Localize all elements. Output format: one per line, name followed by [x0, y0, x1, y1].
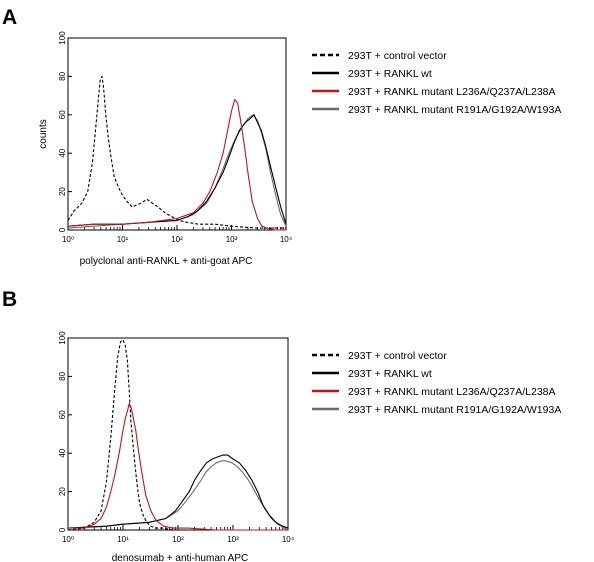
y-tick-label-b: 100 — [58, 331, 67, 345]
y-tick-label-b: 80 — [58, 371, 67, 380]
y-tick-label-b: 40 — [58, 448, 67, 457]
series-line-a-0 — [67, 75, 286, 229]
y-tick-label-a: 0 — [58, 227, 67, 232]
x-tick-label-a: 10³ — [226, 235, 238, 244]
y-tick-label-b: 60 — [58, 410, 67, 419]
series-line-b-3 — [67, 460, 289, 531]
series-line-a-2 — [67, 98, 286, 231]
legend-label-b-2: 293T + RANKL mutant L236A/Q237A/L238A — [348, 386, 556, 398]
x-tick-label-b: 10² — [172, 535, 184, 544]
panel-a: A counts polyclonal anti-RANKL + anti-go… — [2, 6, 561, 267]
plot-frame-b — [67, 337, 289, 531]
legend-label-a-1: 293T + RANKL wt — [348, 68, 432, 80]
y-tick-label-b: 0 — [58, 527, 67, 532]
y-tick-label-b: 20 — [58, 487, 67, 496]
x-tick-label-a: 10⁰ — [62, 235, 74, 244]
x-axis-title-a: polyclonal anti-RANKL + anti-goat APC — [80, 256, 253, 267]
y-tick-label-a: 80 — [58, 71, 67, 80]
y-tick-label-a: 100 — [58, 31, 67, 45]
y-tick-label-a: 60 — [58, 110, 67, 119]
series-line-b-1 — [67, 454, 289, 529]
legend-b: 293T + control vector 293T + RANKL wt 293T… — [312, 350, 561, 416]
series-line-b-0 — [67, 339, 288, 531]
series-line-b-2 — [68, 402, 288, 531]
plot-frame-a — [67, 37, 287, 231]
histogram-plot-b: denosumab + anti-human APC 0 20 40 60 80 100 1… — [58, 331, 295, 562]
legend-a: 293T + control vector 293T + RANKL wt 293T… — [312, 50, 561, 116]
x-tick-label-a: 10¹ — [117, 235, 129, 244]
legend-label-b-0: 293T + control vector — [348, 350, 447, 362]
y-axis-title-a: counts — [38, 119, 49, 148]
legend-label-b-1: 293T + RANKL wt — [348, 368, 432, 380]
x-tick-label-b: 10⁰ — [62, 535, 74, 544]
series-line-a-1 — [67, 114, 287, 227]
y-tick-label-a: 20 — [58, 187, 67, 196]
panel-b: B denosumab + anti-human APC 0 20 40 60 80 10… — [2, 288, 561, 562]
x-tick-label-b: 10⁴ — [282, 535, 295, 544]
x-tick-label-b: 10¹ — [117, 535, 129, 544]
histogram-plot-a: counts polyclonal anti-RANKL + anti-goat… — [38, 31, 293, 267]
legend-label-b-3: 293T + RANKL mutant R191A/G192A/W193A — [348, 404, 561, 416]
x-tick-label-a: 10² — [171, 235, 183, 244]
panel-letter-b: B — [2, 288, 17, 311]
y-tick-label-a: 40 — [58, 148, 67, 157]
x-axis-title-b: denosumab + anti-human APC — [112, 553, 248, 562]
series-line-a-3 — [67, 114, 287, 229]
panel-letter-a: A — [2, 6, 17, 29]
legend-label-a-0: 293T + control vector — [348, 50, 447, 62]
legend-label-a-3: 293T + RANKL mutant R191A/G192A/W193A — [348, 104, 561, 116]
legend-label-a-2: 293T + RANKL mutant L236A/Q237A/L238A — [348, 86, 556, 98]
x-tick-label-b: 10³ — [227, 535, 239, 544]
x-tick-label-a: 10⁴ — [280, 235, 293, 244]
